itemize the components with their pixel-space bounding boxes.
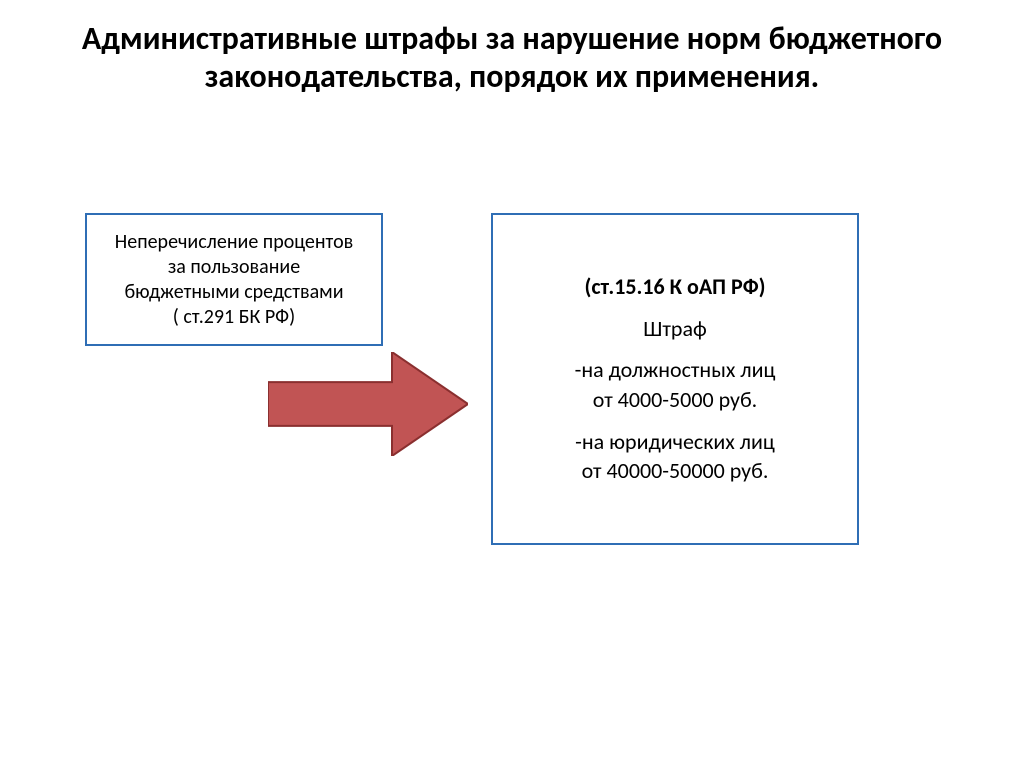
left-box-line-1: за пользование (168, 255, 300, 280)
left-box-line-0: Неперечисление процентов (115, 230, 353, 255)
right-box-bullet-0-line-0: -на должностных лиц (575, 355, 776, 385)
right-box-bullet-0-line-1: от 4000-5000 руб. (575, 385, 776, 415)
right-box-bullet-1-line-0: -на юридических лиц (575, 427, 775, 457)
left-box-line-3: ( ст.291 БК РФ) (173, 305, 295, 330)
right-box: (ст.15.16 К oАП РФ) Штраф -на должностны… (491, 213, 859, 545)
right-box-bullet-1-line-1: от 40000-50000 руб. (575, 456, 775, 486)
slide: Административные штрафы за нарушение нор… (0, 0, 1024, 768)
right-box-header: (ст.15.16 К oАП РФ) (585, 272, 766, 302)
right-box-subheader: Штраф (643, 314, 706, 344)
right-box-bullet-0: -на должностных лиц от 4000-5000 руб. (575, 355, 776, 414)
right-box-bullet-1: -на юридических лиц от 40000-50000 руб. (575, 427, 775, 486)
left-box: Неперечисление процентов за пользование … (85, 213, 383, 346)
slide-title: Административные штрафы за нарушение нор… (40, 20, 984, 97)
left-box-line-2: бюджетными средствами (124, 280, 343, 305)
arrow-right-icon (268, 352, 468, 456)
